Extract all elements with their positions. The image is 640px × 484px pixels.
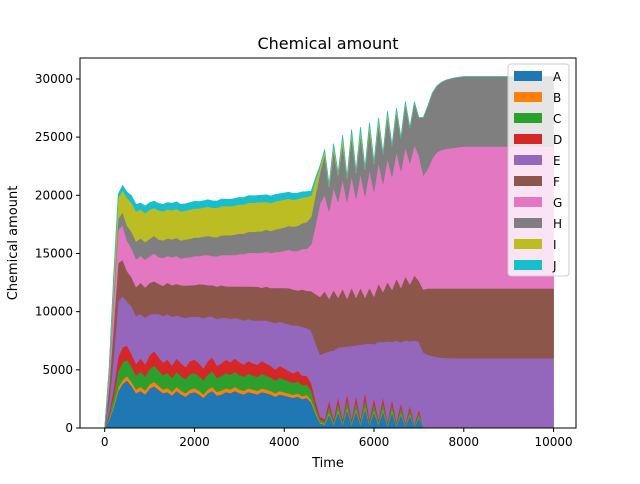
y-tick-label: 25000 (35, 130, 73, 144)
x-tick-label: 8000 (449, 435, 480, 449)
legend-swatch-i (514, 239, 542, 249)
legend-swatch-c (514, 113, 542, 123)
x-tick-label: 0 (101, 435, 109, 449)
plot-frame (79, 57, 577, 429)
area-series-j (104, 76, 554, 429)
legend-swatch-f (514, 176, 542, 186)
y-tick-label: 10000 (35, 305, 73, 319)
x-axis-label: Time (311, 456, 344, 471)
legend-swatch-g (514, 197, 542, 207)
legend-label-g: G (553, 196, 562, 210)
legend-label-i: I (553, 238, 557, 252)
legend-label-f: F (553, 175, 560, 189)
y-tick-label: 20000 (35, 188, 73, 202)
y-axis-label: Chemical amount (6, 186, 21, 301)
x-tick-label: 6000 (359, 435, 390, 449)
chart-title: Chemical amount (257, 34, 398, 53)
legend-swatch-b (514, 92, 542, 102)
legend-label-h: H (553, 217, 562, 231)
legend-swatch-d (514, 134, 542, 144)
y-tick-label: 30000 (35, 72, 73, 86)
x-tick-label: 2000 (179, 435, 210, 449)
x-axis: 0 2000 4000 6000 8000 10000 (101, 428, 573, 449)
legend-label-e: E (553, 154, 561, 168)
legend-label-d: D (553, 133, 562, 147)
y-tick-label: 15000 (35, 246, 73, 260)
legend-label-c: C (553, 112, 561, 126)
legend-swatch-a (514, 71, 542, 81)
legend-swatch-e (514, 155, 542, 165)
x-tick-label: 4000 (269, 435, 300, 449)
legend-label-a: A (553, 70, 562, 84)
legend-swatch-h (514, 218, 542, 228)
legend-swatch-j (514, 260, 542, 270)
y-axis: 0 5000 10000 15000 20000 25000 30000 (35, 72, 80, 435)
y-tick-label: 0 (65, 421, 73, 435)
y-tick-label: 5000 (42, 363, 73, 377)
x-tick-label: 10000 (534, 435, 572, 449)
legend-label-j: J (552, 259, 557, 273)
legend-label-b: B (553, 91, 561, 105)
